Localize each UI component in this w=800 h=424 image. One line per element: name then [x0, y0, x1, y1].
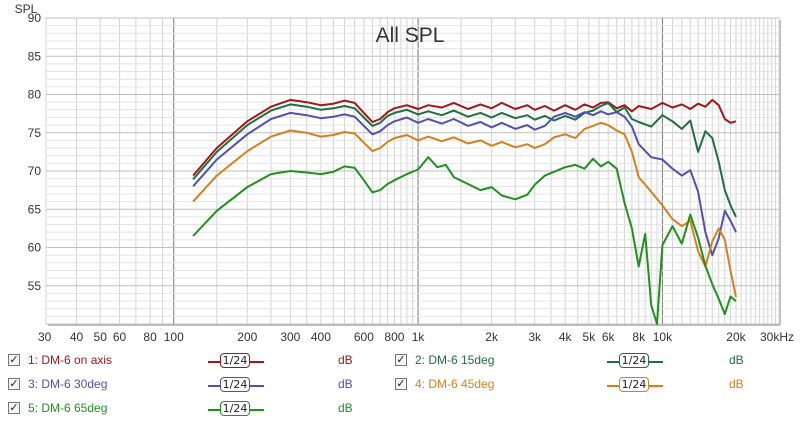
- series-line-5: [192, 156, 737, 325]
- smoothing-control-5[interactable]: 1/24: [208, 400, 264, 418]
- legend-label-5: 5: DM-6 65deg: [28, 401, 108, 415]
- y-tick-label: 85: [28, 49, 42, 63]
- legend-label-3: 3: DM-6 30deg: [28, 377, 108, 391]
- x-tick-label: 10k: [653, 330, 673, 344]
- x-tick-label: 60: [113, 330, 127, 344]
- y-tick-label: 90: [28, 11, 42, 25]
- smoothing-label-4: 1/24: [619, 377, 649, 392]
- smoothing-label-2: 1/24: [619, 353, 649, 368]
- chart-title: All SPL: [376, 24, 445, 47]
- x-tick-label: 30: [38, 330, 52, 344]
- x-tick-label: 8k: [632, 330, 646, 344]
- series-line-1: [192, 98, 737, 177]
- x-tick-label: 100: [164, 330, 184, 344]
- legend-label-4: 4: DM-6 45deg: [415, 377, 495, 391]
- x-tick-label: 2k: [485, 330, 499, 344]
- legend-unit-5: dB: [338, 401, 353, 415]
- x-tick-label: 300: [280, 330, 300, 344]
- legend-checkbox-5[interactable]: ✓: [8, 401, 20, 414]
- legend-label-1: 1: DM-6 on axis: [28, 353, 113, 367]
- x-tick-label: 20k: [726, 330, 746, 344]
- legend-label-2: 2: DM-6 15deg: [415, 353, 495, 367]
- x-tick-label: 50: [94, 330, 108, 344]
- y-tick-label: 70: [28, 164, 42, 178]
- plot-area: 90 85 80 75 70 65 60 55 30 40 50 60 80 100 200 300 400 60…: [15, 2, 794, 344]
- x-tick-label: 30kHz: [760, 330, 794, 344]
- smoothing-label-1: 1/24: [220, 353, 250, 368]
- x-tick-label: 400: [311, 330, 331, 344]
- y-tick-label: 60: [28, 241, 42, 255]
- y-tick-label: 75: [28, 126, 42, 140]
- smoothing-label-5: 1/24: [220, 401, 250, 416]
- legend-unit-1: dB: [338, 353, 353, 367]
- legend-checkbox-3[interactable]: ✓: [8, 377, 20, 390]
- legend-checkbox-1[interactable]: ✓: [8, 353, 20, 366]
- legend-unit-3: dB: [338, 377, 353, 391]
- series-line-2: [192, 101, 737, 218]
- y-tick-label: 65: [28, 202, 42, 216]
- legend-item-5[interactable]: ✓ 5: DM-6 65deg 1/24 dB: [8, 400, 388, 420]
- legend-item-3[interactable]: ✓ 3: DM-6 30deg 1/24 dB: [8, 376, 388, 396]
- x-tick-label: 3k: [528, 330, 542, 344]
- x-tick-label: 5k: [583, 330, 597, 344]
- y-axis-label: SPL: [15, 2, 38, 16]
- x-tick-label: 4k: [559, 330, 573, 344]
- x-tick-label: 800: [384, 330, 404, 344]
- x-tick-label: 1k: [412, 330, 426, 344]
- legend-item-4[interactable]: ✓ 4: DM-6 45deg 1/24 dB: [395, 376, 795, 396]
- x-tick-label: 6k: [602, 330, 616, 344]
- y-tick-label: 55: [28, 279, 42, 293]
- legend-checkbox-4[interactable]: ✓: [395, 377, 407, 390]
- smoothing-control-2[interactable]: 1/24: [607, 352, 663, 370]
- smoothing-control-1[interactable]: 1/24: [208, 352, 264, 370]
- legend-unit-4: dB: [729, 377, 744, 391]
- x-tick-label: 200: [237, 330, 257, 344]
- legend-checkbox-2[interactable]: ✓: [395, 353, 407, 366]
- smoothing-control-4[interactable]: 1/24: [607, 376, 663, 394]
- series-line-4: [192, 121, 737, 298]
- x-tick-label: 600: [354, 330, 374, 344]
- legend-item-1[interactable]: ✓ 1: DM-6 on axis 1/24 dB: [8, 352, 388, 372]
- y-tick-label: 80: [28, 88, 42, 102]
- x-tick-label: 40: [70, 330, 84, 344]
- legend-item-2[interactable]: ✓ 2: DM-6 15deg 1/24 dB: [395, 352, 795, 372]
- spl-chart: 90 85 80 75 70 65 60 55 30 40 50 60 80 100 200 300 400 60…: [15, 2, 794, 344]
- legend: ✓ 1: DM-6 on axis 1/24 dB ✓ 2: DM-6 15de…: [0, 348, 800, 424]
- smoothing-control-3[interactable]: 1/24: [208, 376, 264, 394]
- series-line-3: [192, 110, 737, 257]
- smoothing-label-3: 1/24: [220, 377, 250, 392]
- legend-unit-2: dB: [729, 353, 744, 367]
- x-tick-label: 80: [143, 330, 157, 344]
